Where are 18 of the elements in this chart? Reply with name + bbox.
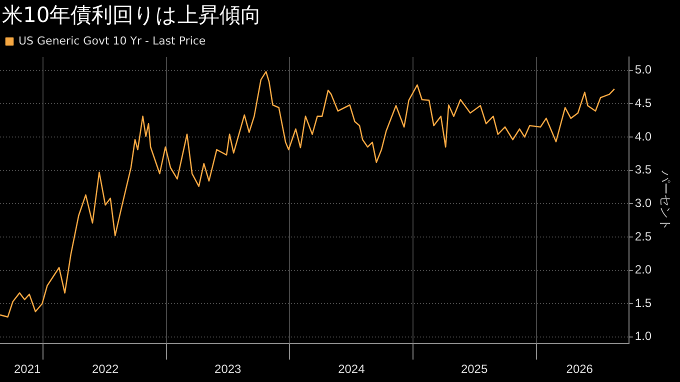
y-tick-label: 2.0 (634, 262, 652, 277)
x-tick-label: 2025 (460, 362, 488, 376)
y-tick-label: 3.5 (634, 162, 652, 177)
chart-title: 米10年債利回りは上昇傾向 (1, 2, 263, 29)
y-tick-label: 1.0 (634, 329, 652, 344)
legend-label: US Generic Govt 10 Yr - Last Price (18, 34, 206, 48)
x-tick-label: 2023 (214, 362, 242, 376)
x-tick-label: 2024 (338, 362, 366, 376)
y-tick-label: 1.5 (634, 296, 652, 310)
y-tick-label: 3.0 (634, 196, 652, 210)
y-tick-label: 4.5 (634, 96, 652, 110)
y-tick-label: 2.5 (634, 229, 652, 244)
x-tick-label: 2026 (566, 362, 594, 376)
y-tick-label: 4.0 (634, 129, 652, 144)
x-tick-label: 2022 (92, 362, 119, 376)
x-tick-label: 2021 (14, 362, 42, 376)
y-axis-title: パーセント (658, 169, 672, 230)
y-tick-label: 5.0 (634, 62, 652, 77)
